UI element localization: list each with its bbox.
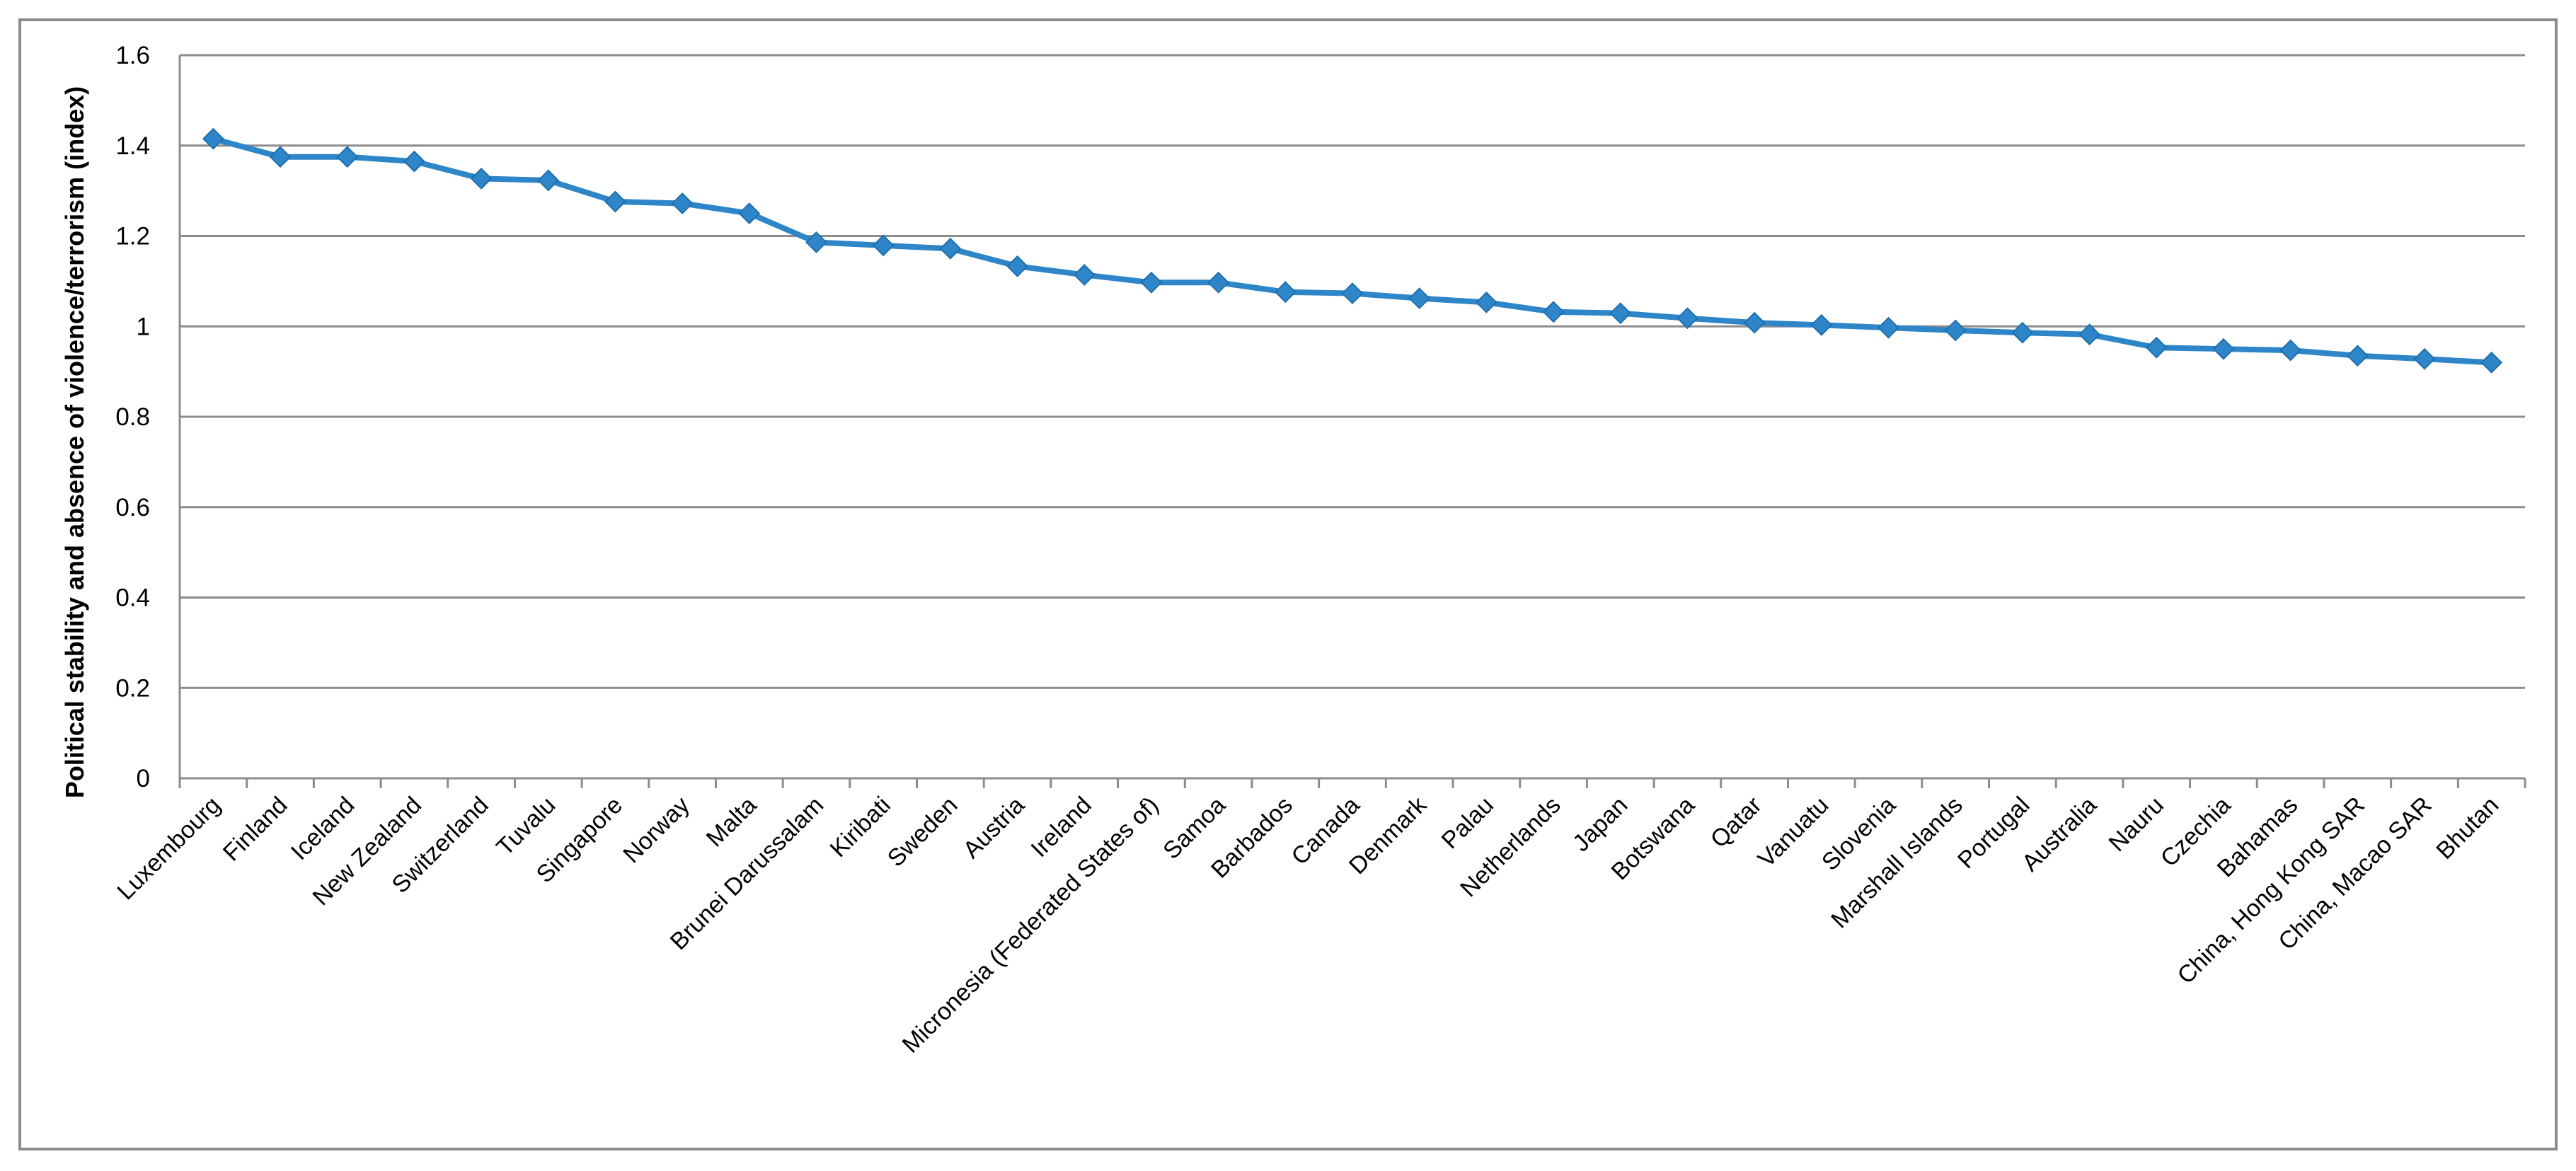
data-point-marker (1274, 281, 1296, 304)
data-point-marker (1542, 301, 1565, 323)
data-point-marker (939, 237, 962, 260)
data-point-marker (2078, 323, 2100, 346)
y-tick-label: 0 (137, 765, 150, 792)
data-point-marker (2145, 336, 2168, 359)
data-point-marker (1475, 291, 1497, 313)
x-category-label: Japan (1568, 792, 1633, 857)
data-point-marker (2279, 339, 2302, 362)
x-category-label: Malta (701, 792, 762, 853)
data-point-marker (1609, 302, 1632, 325)
x-category-label: Sweden (882, 792, 963, 872)
x-category-label: Norway (618, 792, 694, 868)
x-category-label: Australia (2017, 792, 2102, 877)
y-tick-label: 0.8 (115, 403, 150, 431)
x-category-label: Finland (218, 792, 293, 867)
series-line (212, 136, 2492, 366)
data-point-marker (1408, 287, 1431, 310)
chart-frame (18, 18, 2558, 1150)
x-category-label: Nauru (2104, 792, 2169, 857)
y-tick-label: 1.4 (115, 132, 150, 160)
data-point-marker (1341, 282, 1364, 305)
data-point-marker (604, 190, 626, 213)
series-polyline (212, 136, 2492, 366)
data-point-marker (202, 127, 224, 150)
gridlines (178, 54, 2526, 788)
x-category-label: Luxembourg (112, 792, 226, 906)
data-point-marker (671, 192, 694, 214)
data-point-marker (1944, 319, 1967, 342)
x-category-label: Palau (1437, 792, 1499, 854)
data-point-marker (2346, 345, 2369, 367)
series-markers (202, 127, 2503, 374)
y-tick-label: 1 (137, 313, 150, 340)
data-point-marker (805, 231, 827, 253)
data-point-marker (2480, 351, 2503, 374)
y-tick-label: 1.2 (115, 223, 150, 250)
data-point-marker (537, 169, 560, 192)
x-category-label: Qatar (1706, 792, 1767, 853)
data-point-marker (1677, 307, 1698, 330)
data-point-marker (1140, 271, 1163, 294)
data-point-marker (1073, 264, 1096, 286)
data-point-marker (738, 202, 761, 224)
data-point-marker (2212, 338, 2235, 360)
x-category-label: Austria (958, 792, 1030, 864)
data-point-marker (269, 146, 292, 168)
data-point-marker (1878, 316, 1899, 339)
y-tick-label: 0.2 (115, 674, 150, 702)
data-point-marker (2011, 321, 2034, 344)
data-point-marker (470, 167, 493, 190)
data-point-marker (403, 150, 425, 173)
y-axis-title: Political stability and absence of viole… (60, 86, 89, 798)
y-tick-label: 0.4 (115, 584, 150, 612)
data-point-marker (336, 146, 359, 168)
y-tick-label: 1.6 (115, 42, 150, 69)
data-point-marker (1006, 255, 1028, 277)
data-point-marker (1810, 313, 1833, 336)
data-point-marker (2413, 347, 2436, 370)
data-point-marker (1743, 311, 1766, 334)
data-point-marker (1207, 271, 1230, 294)
y-axis-ticks: 0 0.2 0.4 0.6 0.8 1 1.2 1.4 1.6 (115, 42, 150, 792)
x-category-label: Bhutan (2431, 792, 2504, 865)
y-tick-label: 0.6 (115, 494, 150, 521)
data-point-marker (872, 234, 895, 257)
